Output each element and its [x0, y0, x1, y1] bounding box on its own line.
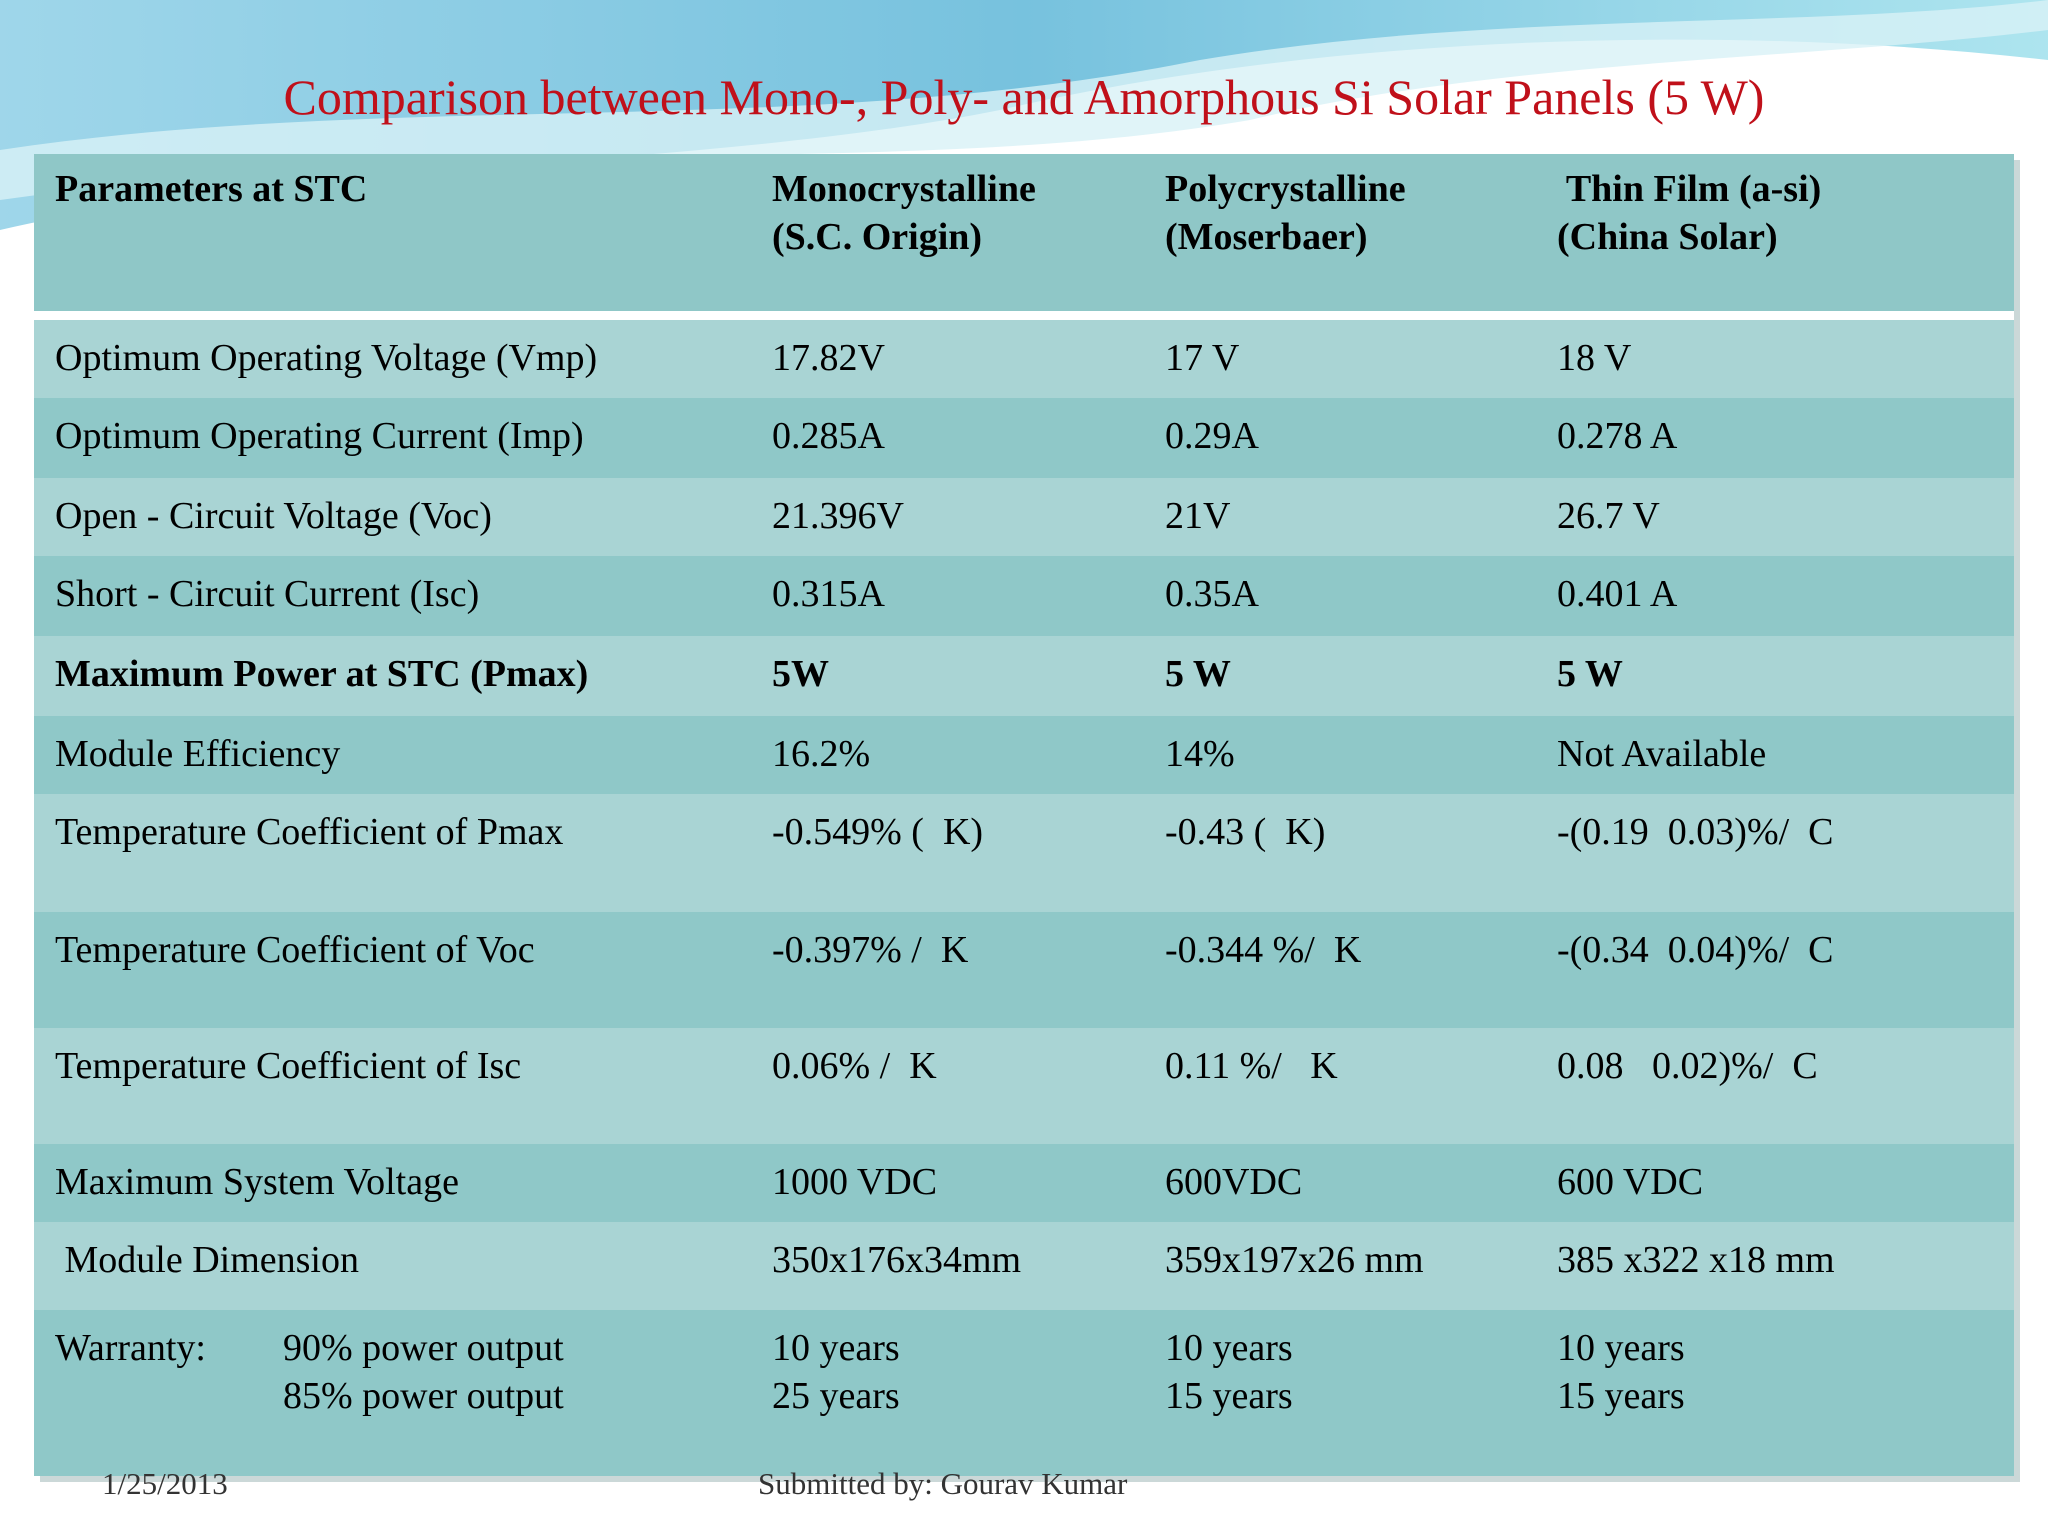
slide-title: Comparison between Mono-, Poly- and Amor… [283, 69, 1765, 125]
table-cell: 16.2% [772, 733, 871, 775]
table-cell: 0.11 %/ K [1165, 1045, 1338, 1087]
row-band [34, 794, 2014, 912]
row-band [34, 320, 2014, 398]
table-cell: 385 x322 x18 mm [1557, 1239, 1835, 1281]
warranty-item: 90% power output [283, 1327, 564, 1369]
header-cell: Parameters at STC [55, 168, 368, 210]
table-cell: Module Dimension [55, 1239, 359, 1281]
table-cell: 26.7 V [1557, 495, 1660, 537]
row-band [34, 912, 2014, 1028]
header-cell: Thin Film (a-si) [1557, 168, 1822, 210]
table-cell: 0.278 A [1557, 415, 1678, 457]
table-cell: Optimum Operating Current (Imp) [55, 415, 584, 457]
table-cell: 359x197x26 mm [1165, 1239, 1424, 1281]
table-cell: 17.82V [772, 337, 885, 379]
table-cell: 0.285A [772, 415, 885, 457]
header-cell: Polycrystalline [1165, 168, 1406, 210]
warranty-value: 10 years [772, 1327, 900, 1369]
table-cell: 0.06% / K [772, 1045, 937, 1087]
warranty-value: 25 years [772, 1375, 900, 1417]
warranty-value: 15 years [1165, 1375, 1293, 1417]
table-cell: 21.396V [772, 495, 904, 537]
warranty-value: 10 years [1165, 1327, 1293, 1369]
table-cell: 17 V [1165, 337, 1240, 379]
header-cell: (China Solar) [1557, 216, 1778, 258]
row-band [34, 556, 2014, 636]
table-cell: 600 VDC [1557, 1161, 1704, 1203]
table-cell: 0.401 A [1557, 573, 1678, 615]
table-cell: Optimum Operating Voltage (Vmp) [55, 337, 598, 379]
header-cell: (Moserbaer) [1165, 216, 1368, 258]
row-band [34, 1222, 2014, 1310]
table-cell: 14% [1165, 733, 1235, 775]
table-cell: Temperature Coefficient of Voc [55, 929, 535, 971]
table-cell: 350x176x34mm [772, 1239, 1022, 1281]
table-cell: 5W [772, 653, 829, 695]
table-cell: 5 W [1557, 653, 1623, 695]
table-cell: Temperature Coefficient of Pmax [55, 811, 564, 853]
table-cell: 18 V [1557, 337, 1632, 379]
table-cell: Open - Circuit Voltage (Voc) [55, 495, 492, 537]
table-cell: 5 W [1165, 653, 1231, 695]
warranty-value: 10 years [1557, 1327, 1685, 1369]
table-cell: 600VDC [1165, 1161, 1303, 1203]
table-cell: Temperature Coefficient of Isc [55, 1045, 522, 1087]
header-cell: (S.C. Origin) [772, 216, 983, 258]
footer-date: 1/25/2013 [102, 1466, 228, 1501]
warranty-item: 85% power output [283, 1375, 564, 1417]
table-cell: -(0.19 0.03)%/ C [1557, 811, 1834, 853]
header-cell: Monocrystalline [772, 168, 1036, 210]
row-band [34, 636, 2014, 716]
table-cell: Short - Circuit Current (Isc) [55, 573, 480, 615]
table-cell: -(0.34 0.04)%/ C [1557, 929, 1834, 971]
table-cell: Not Available [1557, 733, 1767, 775]
table-cell: 0.08 0.02)%/ C [1557, 1045, 1818, 1087]
table-cell: -0.549% ( K) [772, 811, 984, 853]
table-cell: 0.315A [772, 573, 885, 615]
table-cell: -0.344 %/ K [1165, 929, 1362, 971]
table-cell: Maximum System Voltage [55, 1161, 459, 1203]
table-cell: -0.43 ( K) [1165, 811, 1326, 853]
row-band [34, 716, 2014, 794]
table-cell: 0.29A [1165, 415, 1259, 457]
table-cell: -0.397% / K [772, 929, 969, 971]
table-cell: Module Efficiency [55, 733, 341, 775]
row-band [34, 478, 2014, 556]
warranty-value: 15 years [1557, 1375, 1685, 1417]
table-cell: 0.35A [1165, 573, 1259, 615]
row-band [34, 1144, 2014, 1222]
table-cell: 21V [1165, 495, 1231, 537]
table-cell: Maximum Power at STC (Pmax) [55, 653, 589, 695]
row-band [34, 398, 2014, 478]
footer-author: Submitted by: Gourav Kumar [758, 1466, 1128, 1501]
table-cell: 1000 VDC [772, 1161, 938, 1203]
warranty-label: Warranty: [55, 1327, 206, 1369]
row-band [34, 1310, 2014, 1476]
row-band [34, 1028, 2014, 1144]
